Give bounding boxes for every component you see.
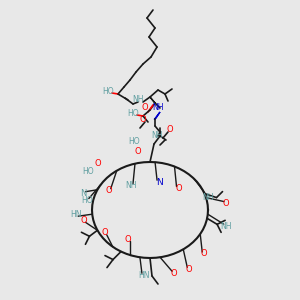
Text: O: O [223, 199, 229, 208]
Text: O: O [167, 125, 173, 134]
Text: O: O [201, 250, 208, 259]
Text: O: O [135, 148, 141, 157]
Text: O: O [105, 186, 112, 195]
Text: HO: HO [128, 137, 140, 146]
Text: HN: HN [70, 210, 82, 219]
Text: O: O [171, 269, 177, 278]
Polygon shape [150, 97, 156, 104]
Text: O: O [142, 103, 148, 112]
Text: NH: NH [220, 222, 232, 231]
Text: HO: HO [81, 196, 93, 205]
Text: N: N [80, 189, 87, 198]
Text: NH: NH [203, 193, 214, 202]
Text: HO: HO [102, 86, 114, 95]
Text: HO: HO [82, 167, 93, 176]
Text: NH: NH [132, 95, 144, 104]
Text: NH: NH [125, 181, 137, 190]
Text: O: O [140, 116, 146, 124]
Text: HO: HO [127, 109, 139, 118]
Text: O: O [125, 235, 131, 244]
Polygon shape [154, 112, 160, 120]
Text: O: O [94, 159, 101, 168]
Text: NH: NH [152, 103, 164, 112]
Text: O: O [80, 216, 87, 225]
Text: O: O [175, 184, 182, 193]
Text: HN: HN [138, 271, 150, 280]
Text: NH: NH [151, 131, 163, 140]
Text: O: O [101, 228, 108, 237]
Text: O: O [186, 265, 193, 274]
Text: N: N [156, 178, 162, 187]
